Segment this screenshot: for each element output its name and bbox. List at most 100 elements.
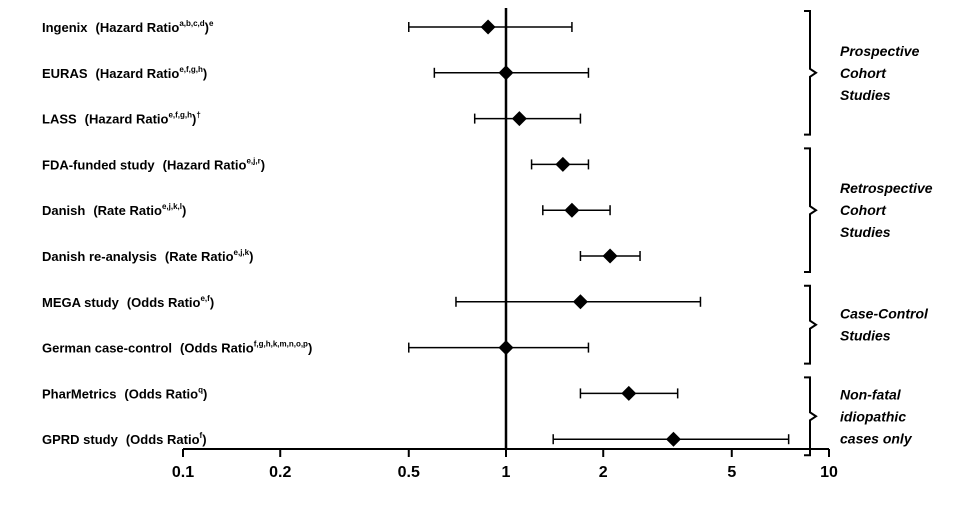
study-name: LASS — [42, 112, 77, 127]
study-measure: (Hazard Ratio — [163, 157, 247, 172]
x-axis: 0.1 0.2 0.5 1 2 5 10 — [172, 448, 838, 481]
group-label: idiopathic — [840, 408, 906, 424]
group-label: Case-Control — [840, 306, 929, 322]
study-label: German case-control (Odds Ratiof,g,h,k,m,… — [42, 340, 312, 356]
study-footnote-marks: q — [198, 385, 203, 394]
study-measure: (Hazard Ratio — [85, 112, 169, 127]
group-label: cases only — [840, 430, 913, 446]
group-label: Retrospective — [840, 180, 933, 196]
study-label: Ingenix (Hazard Ratioa,b,c,d)e — [42, 19, 214, 35]
study-name: Ingenix — [42, 20, 88, 35]
study-measure-close: ) — [192, 112, 196, 127]
study-group: Prospective Cohort Studies — [804, 10, 920, 136]
study-name: Danish re-analysis — [42, 249, 157, 264]
group-bracket — [804, 284, 818, 365]
study-group: Case-Control Studies — [804, 284, 929, 365]
study-row: Danish (Rate Ratioe,j,k,l) — [42, 202, 611, 218]
group-label: Studies — [840, 328, 891, 344]
study-row: PharMetrics (Odds Ratioq) — [42, 385, 679, 401]
study-label: PharMetrics (Odds Ratioq) — [42, 385, 207, 401]
study-label: Danish re-analysis (Rate Ratioe,j,k) — [42, 248, 253, 264]
study-measure-close: ) — [205, 20, 209, 35]
study-name: FDA-funded study — [42, 157, 155, 172]
study-footnote-marks: f — [200, 431, 203, 440]
study-label: FDA-funded study (Hazard Ratioe,j,r) — [42, 156, 265, 172]
study-suffix-mark: e — [209, 19, 214, 28]
study-footnote-marks: e,j,r — [246, 156, 260, 165]
group-label: Cohort — [840, 202, 887, 218]
study-measure: (Rate Ratio — [93, 203, 162, 218]
study-measure-close: ) — [261, 157, 265, 172]
study-row: Danish re-analysis (Rate Ratioe,j,k) — [42, 248, 641, 264]
study-row: EURAS (Hazard Ratioe,f,g,h) — [42, 65, 590, 81]
study-measure-close: ) — [210, 295, 214, 310]
x-tick-label: 0.5 — [398, 464, 420, 481]
point-estimate — [621, 385, 637, 401]
study-footnote-marks: f,g,h,k,m,n,o,p — [254, 340, 308, 349]
study-footnote-marks: e,j,k,l — [162, 202, 182, 211]
point-estimate — [511, 111, 527, 127]
point-estimate — [480, 19, 496, 35]
study-name: German case-control — [42, 341, 172, 356]
study-measure: (Odds Ratio — [127, 295, 201, 310]
study-row: Ingenix (Hazard Ratioa,b,c,d)e — [42, 19, 573, 35]
x-tick-label: 10 — [820, 464, 838, 481]
study-label: LASS (Hazard Ratioe,f,g,h)† — [42, 111, 201, 127]
study-row: GPRD study (Odds Ratiof) — [42, 431, 790, 447]
study-measure-close: ) — [249, 249, 253, 264]
study-footnote-marks: e,f — [200, 294, 210, 303]
study-row: German case-control (Odds Ratiof,g,h,k,m,… — [42, 340, 590, 356]
study-name: GPRD study — [42, 432, 119, 447]
point-estimate — [555, 156, 571, 172]
group-label: Studies — [840, 224, 891, 240]
study-name: PharMetrics — [42, 386, 116, 401]
study-label: MEGA study (Odds Ratioe,f) — [42, 294, 214, 310]
study-suffix-mark: † — [196, 111, 200, 120]
study-measure-close: ) — [203, 386, 207, 401]
x-tick-label: 0.2 — [269, 464, 291, 481]
study-name: EURAS — [42, 66, 88, 81]
study-row: LASS (Hazard Ratioe,f,g,h)† — [42, 111, 582, 127]
group-label: Cohort — [840, 65, 887, 81]
study-measure: (Odds Ratio — [180, 341, 254, 356]
study-measure-close: ) — [203, 66, 207, 81]
study-footnote-marks: e,f,g,h — [179, 65, 203, 74]
study-measure: (Odds Ratio — [126, 432, 200, 447]
study-measure-close: ) — [202, 432, 206, 447]
study-footnote-marks: e,j,k — [234, 248, 250, 257]
point-estimate — [498, 65, 514, 81]
study-measure: (Rate Ratio — [165, 249, 234, 264]
group-bracket — [804, 376, 818, 457]
point-estimate — [498, 340, 514, 356]
study-measure: (Hazard Ratio — [96, 66, 180, 81]
group-bracket — [804, 147, 818, 273]
study-label: Danish (Rate Ratioe,j,k,l) — [42, 202, 186, 218]
point-estimate — [564, 202, 580, 218]
point-estimate — [665, 431, 681, 447]
group-label: Non-fatal — [840, 386, 902, 402]
x-tick-label: 5 — [727, 464, 736, 481]
study-group: Retrospective Cohort Studies — [804, 147, 933, 273]
study-label: EURAS (Hazard Ratioe,f,g,h) — [42, 65, 207, 81]
study-measure: (Hazard Ratio — [96, 20, 180, 35]
x-tick-label: 1 — [502, 464, 511, 481]
study-row: FDA-funded study (Hazard Ratioe,j,r) — [42, 156, 590, 172]
study-measure-close: ) — [182, 203, 186, 218]
x-tick-label: 2 — [599, 464, 608, 481]
point-estimate — [602, 248, 618, 264]
study-name: Danish — [42, 203, 85, 218]
study-group: Non-fatal idiopathic cases only — [804, 376, 913, 457]
study-footnote-marks: e,f,g,h — [168, 111, 192, 120]
study-groups: Prospective Cohort Studies Retrospective Coh… — [804, 10, 933, 457]
study-name: MEGA study — [42, 295, 120, 310]
study-row: MEGA study (Odds Ratioe,f) — [42, 294, 702, 310]
study-measure: (Odds Ratio — [124, 386, 198, 401]
study-footnote-marks: a,b,c,d — [179, 19, 204, 28]
group-bracket — [804, 10, 818, 136]
study-measure-close: ) — [308, 341, 312, 356]
group-label: Prospective — [840, 43, 920, 59]
point-estimate — [572, 294, 588, 310]
group-label: Studies — [840, 87, 891, 103]
